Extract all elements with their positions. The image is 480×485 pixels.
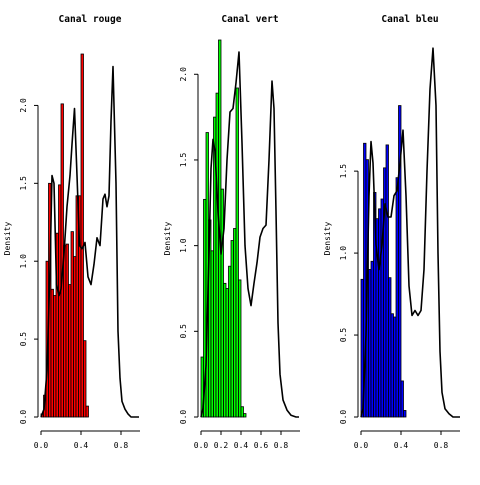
histogram-bar xyxy=(240,406,244,418)
panel-2: Canal bleu Density 0.0 0.5 1.0 1.5 0.0 0.4 0.8 xyxy=(323,14,460,450)
histogram-bar xyxy=(238,279,242,418)
y-tick-label: 0.0 xyxy=(19,410,28,425)
x-tick-label: 0.4 xyxy=(234,441,249,450)
x-tick-label: 0.2 xyxy=(214,441,229,450)
x-tick-label: 0.4 xyxy=(394,441,409,450)
histogram-bar xyxy=(398,105,402,418)
histogram-bar xyxy=(235,87,239,418)
density-curve xyxy=(360,47,460,418)
y-axis-label: Density xyxy=(3,221,12,255)
density-curve xyxy=(40,65,139,418)
panel-0: Canal rouge Density 0.0 0.5 1.0 1.5 2.0 0.0 0.4 0… xyxy=(3,14,140,450)
histogram-bar xyxy=(85,405,89,418)
x-tick-label: 0.8 xyxy=(434,441,449,450)
panel-title: Canal vert xyxy=(221,14,278,25)
y-tick-label: 0.0 xyxy=(179,410,188,425)
panel-1: Canal vert Density 0.0 0.5 1.0 1.5 2.0 0.0 0.2 0.… xyxy=(163,14,300,450)
x-tick-label: 0.4 xyxy=(74,441,89,450)
y-axis-label: Density xyxy=(163,221,172,255)
x-tick-label: 0.0 xyxy=(194,441,209,450)
panel-title: Canal rouge xyxy=(59,14,122,25)
x-tick-label: 0.0 xyxy=(354,441,369,450)
y-tick-label: 2.0 xyxy=(19,98,28,113)
histogram-bar xyxy=(83,340,87,418)
histogram-bar xyxy=(243,413,247,418)
y-axis-label: Density xyxy=(323,221,332,255)
x-tick-label: 0.0 xyxy=(34,441,49,450)
histogram-bar xyxy=(400,380,404,418)
y-tick-label: 1.0 xyxy=(339,246,348,261)
y-tick-label: 1.5 xyxy=(19,176,28,191)
density-curve xyxy=(200,51,299,418)
y-tick-label: 0.5 xyxy=(179,324,188,339)
y-tick-label: 0.5 xyxy=(339,328,348,343)
y-tick-label: 0.5 xyxy=(19,332,28,347)
y-tick-label: 1.0 xyxy=(179,238,188,253)
x-tick-label: 0.6 xyxy=(254,441,269,450)
x-tick-label: 0.8 xyxy=(114,441,129,450)
x-tick-label: 0.8 xyxy=(274,441,289,450)
histogram-bar xyxy=(80,53,84,418)
y-tick-label: 1.5 xyxy=(339,164,348,179)
y-tick-label: 1.0 xyxy=(19,254,28,269)
panel-title: Canal bleu xyxy=(381,14,438,25)
y-tick-label: 1.5 xyxy=(179,153,188,168)
histogram-bar xyxy=(403,410,407,418)
y-tick-label: 2.0 xyxy=(179,67,188,82)
y-tick-label: 0.0 xyxy=(339,410,348,425)
